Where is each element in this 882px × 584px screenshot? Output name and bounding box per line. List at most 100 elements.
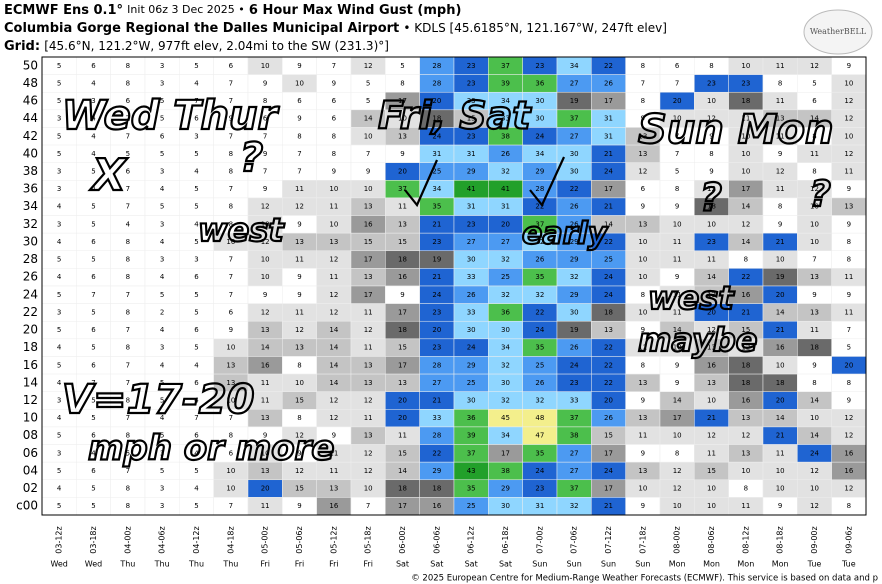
cell-value: 33 xyxy=(467,97,476,105)
x-tick-label: 03-18z xyxy=(89,526,98,553)
cell-value: 34 xyxy=(501,97,510,105)
day-label: Sun xyxy=(635,560,650,569)
cell-value: 4 xyxy=(57,414,62,422)
cell-value: 8 xyxy=(126,485,130,493)
cell-value: 13 xyxy=(364,379,373,387)
x-tick-label: 04-12z xyxy=(192,526,201,553)
cell-value: 6 xyxy=(229,449,234,457)
cell-value: 11 xyxy=(364,344,373,352)
cell-value: 19 xyxy=(570,326,579,334)
x-tick-label: 06-12z xyxy=(467,526,476,553)
cell-value: 20 xyxy=(398,168,407,176)
cell-value: 23 xyxy=(570,379,579,387)
cell-value: 4 xyxy=(91,185,96,193)
cell-value: 4 xyxy=(194,361,199,369)
cell-value: 9 xyxy=(400,291,404,299)
cell-value: 24 xyxy=(604,168,613,176)
cell-value: 12 xyxy=(707,432,716,440)
cell-value: 9 xyxy=(297,115,301,123)
cell-value: 8 xyxy=(229,220,233,228)
cell-value: 10 xyxy=(741,467,750,475)
cell-value: 18 xyxy=(707,203,716,211)
cell-value: 3 xyxy=(160,256,164,264)
cell-value: 5 xyxy=(160,467,164,475)
cell-value: 5 xyxy=(91,203,95,211)
cell-value: 21 xyxy=(604,203,613,211)
cell-value: 3 xyxy=(57,308,61,316)
cell-value: 10 xyxy=(673,115,682,123)
cell-value: 26 xyxy=(570,220,579,228)
x-tick-label: 07-06z xyxy=(570,526,579,553)
cell-value: 29 xyxy=(467,168,476,176)
cell-value: 4 xyxy=(194,397,199,405)
cell-value: 5 xyxy=(57,291,61,299)
cell-value: 12 xyxy=(261,238,270,246)
cell-value: 5 xyxy=(194,203,198,211)
cell-value: 24 xyxy=(570,361,579,369)
cell-value: 9 xyxy=(847,291,851,299)
cell-value: 41 xyxy=(501,185,510,193)
cell-value: 5 xyxy=(91,168,95,176)
cell-value: 10 xyxy=(398,115,407,123)
cell-value: 8 xyxy=(126,308,130,316)
cell-value: 6 xyxy=(229,62,234,70)
handwritten-note: early xyxy=(522,217,609,252)
cell-value: 11 xyxy=(673,238,682,246)
cell-value: 5 xyxy=(91,485,95,493)
cell-value: 16 xyxy=(776,344,785,352)
cell-value: 5 xyxy=(194,150,198,158)
cell-value: 17 xyxy=(501,449,510,457)
cell-value: 32 xyxy=(501,256,510,264)
cell-value: 4 xyxy=(160,273,165,281)
day-label: Mon xyxy=(669,560,686,569)
cell-value: 6 xyxy=(641,185,646,193)
cell-value: 11 xyxy=(329,467,338,475)
cell-value: 24 xyxy=(535,326,544,334)
cell-value: 22 xyxy=(604,379,613,387)
cell-value: 14 xyxy=(329,344,338,352)
cell-value: 10 xyxy=(226,485,235,493)
cell-value: 30 xyxy=(501,502,510,510)
cell-value: 10 xyxy=(741,132,750,140)
cell-value: 9 xyxy=(778,502,782,510)
cell-value: 22 xyxy=(432,449,441,457)
cell-value: 12 xyxy=(810,467,819,475)
cell-value: 9 xyxy=(297,502,301,510)
x-tick-label: 06-06z xyxy=(432,526,441,553)
cell-value: 9 xyxy=(263,291,267,299)
cell-value: 16 xyxy=(261,361,270,369)
cell-value: 13 xyxy=(364,361,373,369)
cell-value: 39 xyxy=(467,432,476,440)
cell-value: 18 xyxy=(741,361,750,369)
cell-value: 26 xyxy=(535,256,544,264)
cell-value: 8 xyxy=(126,238,130,246)
cell-value: 14 xyxy=(810,397,819,405)
cell-value: 9 xyxy=(675,203,679,211)
cell-value: 5 xyxy=(366,97,370,105)
cell-value: 24 xyxy=(604,291,613,299)
cell-value: 10 xyxy=(226,397,235,405)
cell-value: 18 xyxy=(604,308,613,316)
cell-value: 26 xyxy=(467,291,476,299)
cell-value: 12 xyxy=(329,397,338,405)
cell-value: 7 xyxy=(366,150,370,158)
cell-value: 8 xyxy=(229,432,233,440)
cell-value: 13 xyxy=(398,379,407,387)
cell-value: 4 xyxy=(57,344,62,352)
cell-value: 11 xyxy=(844,308,853,316)
grid-part: [45.6°N, 121.2°W, 977ft elev, 2.04mi to … xyxy=(44,39,389,53)
day-label: Wed xyxy=(85,560,102,569)
day-label: Wed xyxy=(50,560,67,569)
cell-value: 16 xyxy=(844,467,853,475)
cell-value: 5 xyxy=(400,62,404,70)
title-part: 6 Hour Max Wind Gust (mph) xyxy=(249,3,461,18)
day-label: Thu xyxy=(222,560,238,569)
cell-value: 14 xyxy=(329,326,338,334)
cell-value: 12 xyxy=(638,168,647,176)
cell-value: 8 xyxy=(778,79,782,87)
row-label: 44 xyxy=(23,111,38,125)
row-label: 40 xyxy=(23,146,38,160)
cell-value: 13 xyxy=(638,379,647,387)
row-label: 50 xyxy=(23,58,38,72)
cell-value: 13 xyxy=(707,291,716,299)
